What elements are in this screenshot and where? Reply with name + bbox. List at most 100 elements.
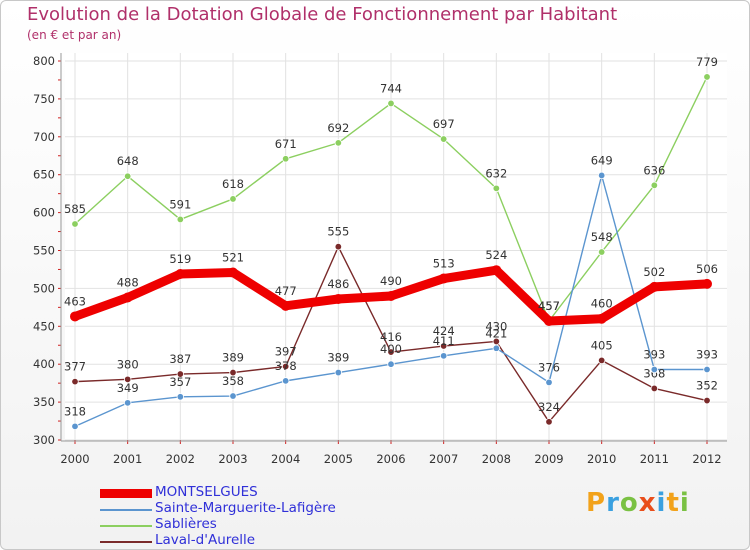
data-point-montselgues bbox=[122, 292, 133, 303]
data-label-montselgues: 488 bbox=[117, 275, 139, 289]
data-label-montselgues: 521 bbox=[222, 250, 244, 264]
y-tick-label: 650 bbox=[33, 168, 55, 182]
data-label-laval-d-aurelle: 387 bbox=[169, 352, 191, 366]
data-label-sainte-marguerite-lafigere: 358 bbox=[222, 374, 244, 388]
data-point-sainte-marguerite-lafigere bbox=[176, 393, 185, 401]
data-label-sainte-marguerite-lafigere: 357 bbox=[169, 375, 191, 389]
data-point-sainte-marguerite-lafigere bbox=[492, 344, 501, 352]
brand-letter: x bbox=[638, 488, 657, 518]
data-point-laval-d-aurelle bbox=[176, 370, 185, 378]
y-tick-label: 350 bbox=[33, 395, 55, 409]
x-tick-label: 2009 bbox=[534, 452, 563, 466]
y-tick-label: 600 bbox=[33, 206, 55, 220]
data-label-laval-d-aurelle: 324 bbox=[538, 400, 560, 414]
data-point-sainte-marguerite-lafigere bbox=[387, 360, 395, 368]
data-point-montselgues bbox=[70, 311, 80, 322]
brand-letter: i bbox=[679, 488, 690, 518]
data-label-sablieres: 636 bbox=[643, 163, 665, 177]
data-label-sainte-marguerite-lafigere: 349 bbox=[117, 381, 139, 395]
data-point-laval-d-aurelle bbox=[597, 356, 606, 365]
x-tick-label: 2001 bbox=[113, 452, 142, 466]
data-label-sainte-marguerite-lafigere: 389 bbox=[327, 351, 349, 365]
data-label-sablieres: 585 bbox=[64, 202, 86, 216]
data-point-laval-d-aurelle bbox=[703, 396, 711, 405]
plot-area bbox=[65, 53, 727, 440]
y-tick-label: 550 bbox=[33, 244, 55, 258]
data-point-laval-d-aurelle bbox=[71, 377, 79, 386]
legend-swatch-sablieres bbox=[100, 525, 152, 527]
data-point-sainte-marguerite-lafigere bbox=[71, 422, 79, 431]
data-point-laval-d-aurelle bbox=[281, 362, 290, 371]
data-point-sablieres bbox=[281, 155, 290, 163]
data-point-sainte-marguerite-lafigere bbox=[334, 368, 343, 377]
x-tick-label: 2011 bbox=[640, 452, 669, 466]
data-label-laval-d-aurelle: 555 bbox=[327, 225, 349, 239]
data-point-sainte-marguerite-lafigere bbox=[597, 171, 606, 180]
data-point-montselgues bbox=[649, 281, 660, 292]
x-tick-label: 2012 bbox=[692, 452, 721, 466]
data-point-sainte-marguerite-lafigere bbox=[439, 352, 448, 360]
data-point-montselgues bbox=[438, 273, 449, 284]
data-label-montselgues: 486 bbox=[327, 277, 349, 291]
data-label-sablieres: 671 bbox=[275, 137, 297, 151]
data-label-sainte-marguerite-lafigere: 411 bbox=[433, 334, 455, 348]
x-tick-label: 2007 bbox=[429, 452, 458, 466]
data-point-sablieres bbox=[71, 220, 79, 228]
data-point-laval-d-aurelle bbox=[387, 348, 395, 356]
legend-label-montselgues: MONTSELGUES bbox=[155, 484, 258, 500]
data-point-laval-d-aurelle bbox=[123, 375, 132, 384]
y-tick-label: 500 bbox=[33, 281, 55, 295]
x-tick-label: 2003 bbox=[218, 452, 247, 466]
data-point-sainte-marguerite-lafigere bbox=[229, 392, 237, 400]
data-point-sainte-marguerite-lafigere bbox=[650, 365, 659, 374]
data-label-sablieres: 632 bbox=[485, 166, 507, 180]
data-point-montselgues bbox=[386, 290, 396, 301]
data-point-montselgues bbox=[228, 267, 238, 278]
data-label-sainte-marguerite-lafigere: 400 bbox=[380, 342, 402, 356]
data-point-sablieres bbox=[703, 73, 711, 81]
data-label-laval-d-aurelle: 380 bbox=[117, 357, 139, 371]
data-point-sablieres bbox=[597, 248, 606, 256]
data-label-sablieres: 692 bbox=[327, 121, 349, 135]
x-tick-label: 2006 bbox=[376, 452, 405, 466]
data-label-sainte-marguerite-lafigere: 649 bbox=[591, 153, 613, 167]
x-tick-label: 2002 bbox=[166, 452, 195, 466]
data-label-montselgues: 502 bbox=[643, 265, 665, 279]
data-label-sablieres: 697 bbox=[433, 117, 455, 131]
data-point-montselgues bbox=[175, 268, 186, 279]
y-tick-label: 800 bbox=[33, 54, 55, 68]
data-point-sainte-marguerite-lafigere bbox=[703, 365, 711, 374]
data-label-sablieres: 744 bbox=[380, 81, 402, 95]
x-tick-label: 2010 bbox=[587, 452, 616, 466]
data-label-sainte-marguerite-lafigere: 393 bbox=[643, 348, 665, 362]
data-point-montselgues bbox=[491, 265, 502, 276]
data-point-montselgues bbox=[333, 294, 344, 305]
data-label-sablieres: 457 bbox=[538, 299, 560, 313]
data-point-sablieres bbox=[176, 215, 185, 224]
legend-swatch-montselgues bbox=[100, 489, 152, 498]
brand-letter: P bbox=[586, 488, 607, 518]
legend-label-sainte-marguerite-lafigere: Sainte-Marguerite-Lafigère bbox=[155, 500, 336, 516]
data-label-sainte-marguerite-lafigere: 378 bbox=[275, 359, 297, 373]
data-label-montselgues: 513 bbox=[433, 257, 455, 271]
brand-logo: Proxiti bbox=[586, 488, 690, 518]
data-point-laval-d-aurelle bbox=[650, 384, 659, 393]
data-point-sablieres bbox=[123, 172, 132, 180]
x-tick-label: 2004 bbox=[271, 452, 300, 466]
data-point-montselgues bbox=[280, 300, 291, 311]
data-point-laval-d-aurelle bbox=[229, 368, 237, 377]
data-label-montselgues: 506 bbox=[696, 262, 718, 276]
data-label-laval-d-aurelle: 389 bbox=[222, 351, 244, 365]
legend-swatch-laval-d-aurelle bbox=[100, 541, 152, 543]
data-label-sainte-marguerite-lafigere: 376 bbox=[538, 360, 560, 374]
data-label-sablieres: 648 bbox=[117, 154, 139, 168]
brand-letter: t bbox=[666, 488, 680, 518]
data-point-sablieres bbox=[650, 181, 659, 190]
data-label-sablieres: 618 bbox=[222, 177, 244, 191]
data-point-sainte-marguerite-lafigere bbox=[123, 399, 132, 407]
data-point-laval-d-aurelle bbox=[545, 418, 553, 426]
data-label-montselgues: 524 bbox=[485, 248, 507, 262]
data-label-montselgues: 457 bbox=[538, 299, 560, 313]
chart-subtitle: (en € et par an) bbox=[27, 28, 122, 42]
